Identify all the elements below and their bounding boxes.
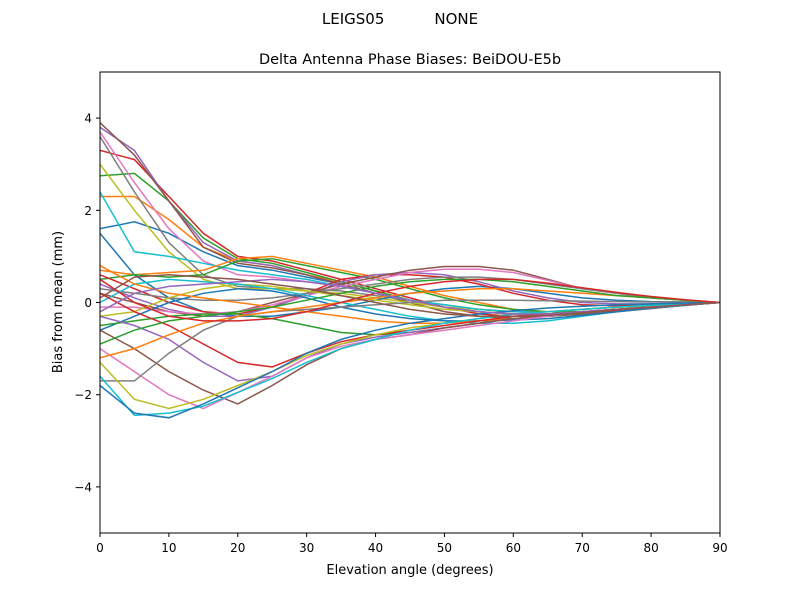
x-tick-label: 70 [575, 541, 590, 555]
y-tick-label: −2 [74, 388, 92, 402]
y-tick-label: −4 [74, 480, 92, 494]
y-tick-label: 0 [84, 296, 92, 310]
y-axis: −4 −2 0 2 4 [74, 112, 100, 494]
series-group [100, 122, 720, 419]
x-tick-label: 10 [161, 541, 176, 555]
x-tick-label: 20 [230, 541, 245, 555]
series-line-32 [100, 278, 720, 345]
series-line-30 [100, 301, 720, 419]
suptitle-right: NONE [434, 10, 478, 28]
suptitle: LEIGS05 NONE [322, 10, 478, 28]
x-axis: 0 10 20 30 40 50 60 70 80 90 [96, 533, 728, 555]
suptitle-left: LEIGS05 [322, 10, 385, 28]
x-tick-label: 0 [96, 541, 104, 555]
x-tick-label: 90 [712, 541, 727, 555]
chart-title: Delta Antenna Phase Biases: BeiDOU-E5b [259, 52, 561, 68]
y-tick-label: 4 [84, 112, 92, 126]
x-tick-label: 50 [437, 541, 452, 555]
x-tick-label: 60 [506, 541, 521, 555]
series-line-13 [100, 274, 720, 315]
series-line-27 [100, 299, 720, 382]
series-line-33 [100, 278, 720, 322]
series-line-35 [100, 274, 720, 318]
x-tick-label: 40 [368, 541, 383, 555]
x-tick-label: 30 [299, 541, 314, 555]
x-axis-label: Elevation angle (degrees) [326, 563, 493, 578]
series-line-17 [100, 276, 720, 304]
series-line-20 [100, 287, 720, 331]
y-tick-label: 2 [84, 204, 92, 218]
y-axis-label: Bias from mean (mm) [51, 231, 66, 373]
series-line-29 [100, 301, 720, 417]
x-tick-label: 80 [643, 541, 658, 555]
series-line-3 [100, 149, 720, 318]
